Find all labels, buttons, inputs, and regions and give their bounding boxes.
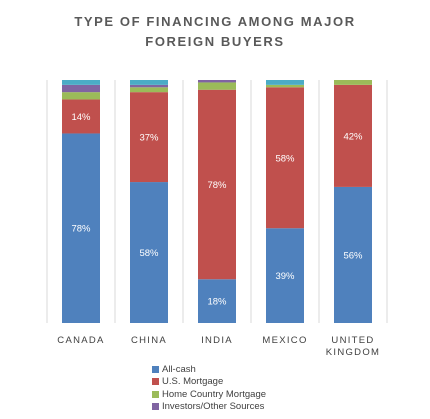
bar-segment-all-cash-canada (62, 133, 100, 323)
bar-segment-home-country-mortgage-china (130, 87, 168, 93)
legend-label-us-mortgage: U.S. Mortgage (162, 376, 224, 388)
category-label-india: INDIA (201, 335, 233, 346)
data-label-u-s-mortgage-united-kingdom: 42% (343, 131, 363, 142)
bar-segment-home-country-mortgage-mexico (266, 84, 304, 88)
bar-segment-all-cash-united-kingdom (334, 186, 372, 323)
data-label-u-s-mortgage-china: 37% (139, 133, 159, 144)
data-label-all-cash-china: 58% (139, 248, 159, 259)
legend-item-us-mortgage: U.S. Mortgage (152, 376, 266, 389)
bar-segment-home-country-mortgage-india (198, 82, 236, 90)
bar-segment-all-cash-india (198, 279, 236, 323)
legend-swatch-home-country-mortgage (152, 390, 159, 398)
data-label-u-s-mortgage-mexico: 58% (275, 153, 295, 164)
legend-item-all-cash: All-cash (152, 363, 266, 376)
data-label-all-cash-canada: 78% (71, 224, 91, 235)
bar-segment-u-s-mortgage-china (130, 92, 168, 183)
bar-segment-u-s-mortgage-mexico (266, 87, 304, 229)
legend-item-home-country-mortgage: Home Country Mortgage (152, 388, 266, 401)
legend-label-home-country-mortgage: Home Country Mortgage (162, 388, 267, 400)
category-label-united-kingdom: UNITED (331, 335, 374, 346)
bar-segment-investors-other-sources-canada (62, 84, 100, 93)
chart-title-line-2: FOREIGN BUYERS (145, 34, 285, 49)
legend-item-investors-other: Investors/Other Sources (152, 401, 266, 414)
bar-segment-u-s-mortgage-united-kingdom (334, 84, 372, 187)
legend-swatch-all-cash (152, 365, 159, 373)
data-label-u-s-mortgage-india: 78% (207, 180, 227, 191)
category-label-china: CHINA (131, 335, 167, 346)
bar-segment-all-cash-china (130, 182, 168, 323)
legend-swatch-us-mortgage (152, 378, 159, 386)
bar-segment-u-s-mortgage-canada (62, 99, 100, 134)
bar-segment-investors-other-sources-india (198, 80, 236, 83)
legend-label-investors-other: Investors/Other Sources (162, 401, 265, 413)
bar-segment-unlabeled-series-mexico (266, 80, 304, 85)
bar-segment-home-country-mortgage-united-kingdom (334, 80, 372, 85)
category-label-united-kingdom: KINGDOM (326, 347, 381, 358)
chart-title: TYPE OF FINANCING AMONG MAJOR FOREIGN BU… (0, 12, 430, 52)
bar-segment-home-country-mortgage-canada (62, 92, 100, 100)
data-label-all-cash-india: 18% (207, 297, 227, 308)
chart-legend: All-cash U.S. Mortgage Home Country Mort… (152, 363, 266, 413)
legend-label-all-cash: All-cash (162, 363, 196, 375)
bar-segment-u-s-mortgage-india (198, 89, 236, 280)
category-label-mexico: MEXICO (262, 335, 307, 346)
data-label-all-cash-mexico: 39% (275, 271, 295, 282)
bar-segment-unlabeled-series-canada (62, 80, 100, 85)
data-label-all-cash-united-kingdom: 56% (343, 250, 363, 261)
data-label-u-s-mortgage-canada: 14% (71, 112, 91, 123)
bar-segment-all-cash-mexico (266, 228, 304, 323)
bar-segment-investors-other-sources-china (130, 84, 168, 88)
category-label-canada: CANADA (57, 335, 104, 346)
legend-swatch-investors-other (152, 403, 159, 411)
chart-title-line-1: TYPE OF FINANCING AMONG MAJOR (74, 14, 356, 29)
bar-segment-unlabeled-series-china (130, 80, 168, 85)
